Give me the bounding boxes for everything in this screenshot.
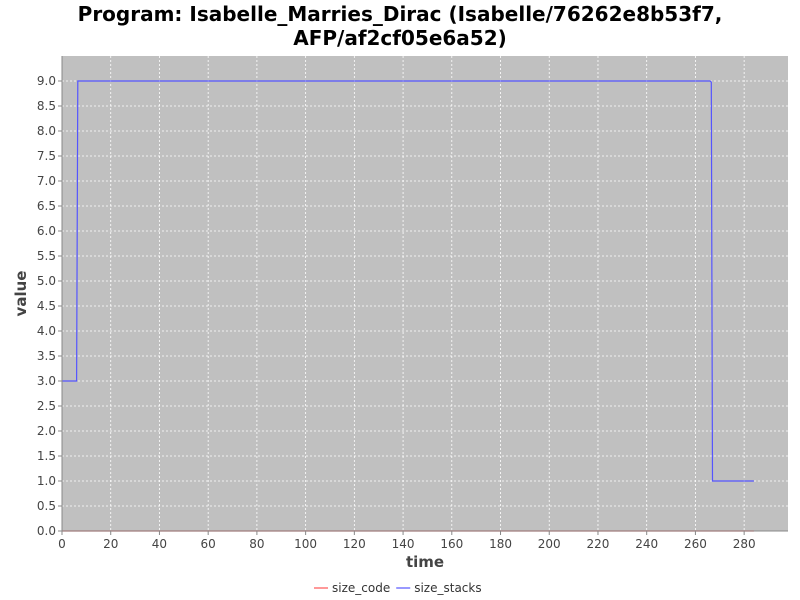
y-tick-label: 3.0: [37, 374, 56, 388]
y-tick-label: 6.0: [37, 224, 56, 238]
y-tick-label: 4.0: [37, 324, 56, 338]
x-tick-label: 140: [392, 537, 415, 551]
x-tick-label: 40: [152, 537, 167, 551]
y-tick-label: 7.0: [37, 174, 56, 188]
series-line-size-stacks: [62, 80, 754, 482]
y-tick-label: 5.5: [37, 249, 56, 263]
x-tick-label: 20: [103, 537, 118, 551]
legend: size_code size_stacks: [314, 581, 482, 595]
y-tick-label: 0.0: [37, 524, 56, 538]
y-tick-label: 8.5: [37, 99, 56, 113]
x-tick-label: 100: [294, 537, 317, 551]
y-axis-label: value: [12, 271, 30, 317]
x-tick-label: 280: [733, 537, 756, 551]
x-tick-label: 220: [587, 537, 610, 551]
x-tick-label: 160: [440, 537, 463, 551]
chart-title: Program: Isabelle_Marries_Dirac (Isabell…: [0, 2, 800, 50]
x-tick-label: 180: [489, 537, 512, 551]
x-tick-label: 0: [58, 537, 66, 551]
legend-label-size-stacks: size_stacks: [414, 581, 481, 595]
x-tick-label: 80: [249, 537, 264, 551]
y-tick-label: 4.5: [37, 299, 56, 313]
y-tick-label: 7.5: [37, 149, 56, 163]
x-tick-label: 60: [201, 537, 216, 551]
y-tick-label: 3.5: [37, 349, 56, 363]
axes: 0 20 40 60 80 100 120 140 160 180 200 220 240 260 280 0…: [37, 56, 788, 551]
y-tick-label: 9.0: [37, 74, 56, 88]
y-tick-label: 1.0: [37, 474, 56, 488]
x-tick-label: 260: [684, 537, 707, 551]
y-tick-label: 0.5: [37, 499, 56, 513]
y-tick-label: 8.0: [37, 124, 56, 138]
legend-label-size-code: size_code: [332, 581, 390, 595]
chart-title-line-1: Program: Isabelle_Marries_Dirac (Isabell…: [77, 2, 723, 26]
y-tick-label: 2.0: [37, 424, 56, 438]
y-tick-label: 1.5: [37, 449, 56, 463]
x-axis-label: time: [406, 553, 444, 571]
y-tick-label: 6.5: [37, 199, 56, 213]
chart-title-line-2: AFP/af2cf05e6a52): [293, 26, 507, 50]
y-tick-label: 2.5: [37, 399, 56, 413]
plot-area: [62, 56, 788, 531]
x-tick-label: 200: [538, 537, 561, 551]
x-tick-label: 240: [635, 537, 658, 551]
y-tick-label: 5.0: [37, 274, 56, 288]
x-tick-label: 120: [343, 537, 366, 551]
